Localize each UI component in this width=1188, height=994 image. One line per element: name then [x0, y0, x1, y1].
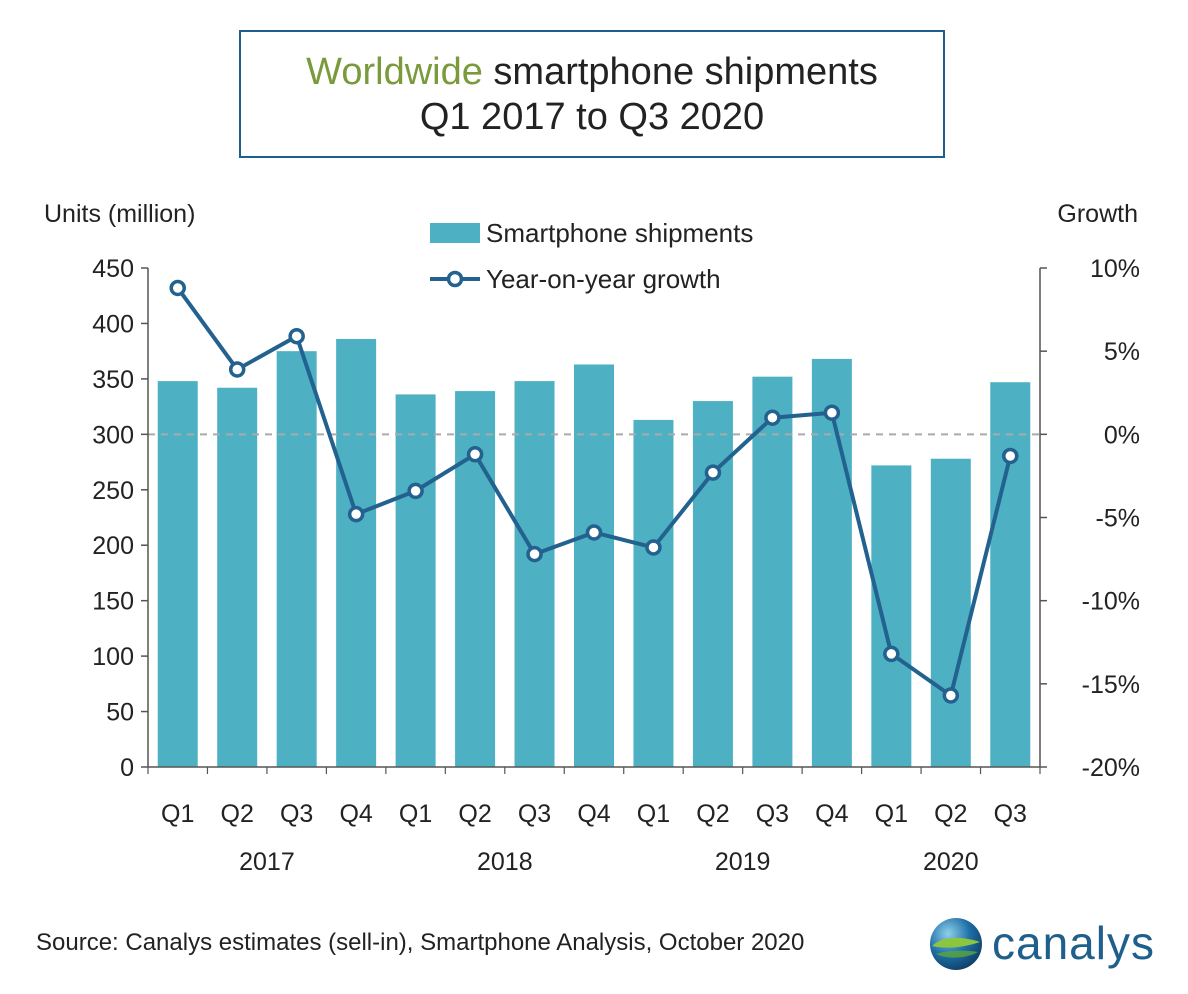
y-tick-label: 350 [92, 366, 134, 394]
x-tick-label: Q3 [518, 800, 551, 828]
bar-shipments [752, 376, 793, 767]
legend-label-bars: Smartphone shipments [486, 218, 753, 248]
bar-shipments [692, 401, 733, 767]
growth-point [1002, 447, 1019, 465]
globe-icon [930, 918, 982, 970]
year-label: 2020 [923, 848, 979, 876]
shipments-chart: 450 400 350 300 250 200 150 100 50 0 10% 5% 0% -5% -10… [44, 200, 1140, 876]
y-tick-label: 150 [92, 588, 134, 616]
y-tick-label: 250 [92, 477, 134, 505]
y2-tick-label: -10% [1082, 588, 1140, 616]
chart-title-box: Worldwide smartphone shipments Q1 2017 t… [239, 30, 945, 158]
legend-swatch-marker [446, 270, 464, 288]
growth-point [526, 545, 543, 563]
growth-point [585, 524, 603, 541]
y2-tick-label: -15% [1082, 671, 1140, 699]
bar-shipments [990, 382, 1031, 767]
x-tick-label: Q2 [221, 800, 254, 828]
x-tick-label: Q4 [815, 800, 848, 828]
x-tick-label: Q3 [280, 800, 313, 828]
chart-title-accent: Worldwide [306, 51, 483, 93]
y-tick-label: 450 [92, 255, 134, 283]
bar-shipments [574, 364, 614, 767]
chart-title-line2: Q1 2017 to Q3 2020 [419, 96, 765, 138]
chart-title-line1: Worldwide smartphone shipments [241, 50, 943, 94]
x-tick-label: Q1 [637, 800, 670, 828]
legend-swatch-bars [430, 223, 480, 243]
x-tick-label: Q2 [696, 800, 729, 828]
bar-shipments [276, 351, 317, 767]
bar-shipments [157, 381, 198, 767]
y-tick-label: 400 [92, 310, 134, 338]
x-tick-label: Q2 [458, 800, 491, 828]
bar-shipments [811, 358, 852, 767]
x-tick-label: Q3 [994, 800, 1027, 828]
y-tick-label: 0 [120, 754, 134, 782]
y-tick-label: 200 [92, 532, 134, 560]
growth-point [704, 464, 722, 481]
growth-point [466, 446, 484, 463]
y2-tick-label: 0% [1104, 421, 1140, 449]
y-tick-label: 100 [92, 643, 134, 671]
logo-text: canalys [992, 917, 1155, 969]
year-label: 2018 [477, 848, 533, 876]
y-tick-label: 300 [92, 421, 134, 449]
growth-point [407, 482, 424, 500]
x-tick-label: Q1 [399, 800, 432, 828]
y-tick-label: 50 [106, 699, 134, 727]
growth-point [645, 539, 662, 556]
x-tick-label: Q3 [756, 800, 789, 828]
chart-title-rest: smartphone shipments [482, 51, 878, 93]
y-axis-title: Units (million) [44, 200, 195, 228]
canalys-logo: canalys [928, 914, 1168, 974]
growth-point [764, 409, 781, 426]
growth-point [347, 505, 365, 523]
growth-point [228, 361, 246, 378]
growth-point [288, 327, 305, 345]
year-label: 2017 [239, 848, 295, 876]
growth-point [169, 279, 186, 297]
x-tick-label: Q4 [339, 800, 372, 828]
legend-label-line: Year-on-year growth [486, 264, 721, 294]
x-tick-label: Q4 [577, 800, 610, 828]
source-note: Source: Canalys estimates (sell-in), Sma… [36, 929, 805, 956]
growth-point [823, 404, 841, 421]
bar-shipments [514, 381, 555, 767]
y2-tick-label: -20% [1082, 754, 1140, 782]
x-tick-label: Q2 [934, 800, 967, 828]
bar-shipments [871, 465, 912, 767]
year-label: 2019 [715, 848, 771, 876]
bar-shipments [217, 387, 258, 767]
bar-shipments [633, 419, 674, 767]
x-tick-label: Q1 [161, 800, 194, 828]
growth-point [942, 687, 960, 704]
y2-tick-label: 10% [1090, 255, 1140, 283]
bar-shipments [930, 458, 971, 767]
growth-point [883, 645, 900, 663]
bar-shipments [395, 394, 436, 767]
y2-axis-title: Growth [1057, 200, 1138, 228]
y2-tick-label: -5% [1096, 505, 1140, 533]
x-tick-label: Q1 [875, 800, 908, 828]
y2-tick-label: 5% [1104, 338, 1140, 366]
bar-shipments [336, 338, 377, 767]
